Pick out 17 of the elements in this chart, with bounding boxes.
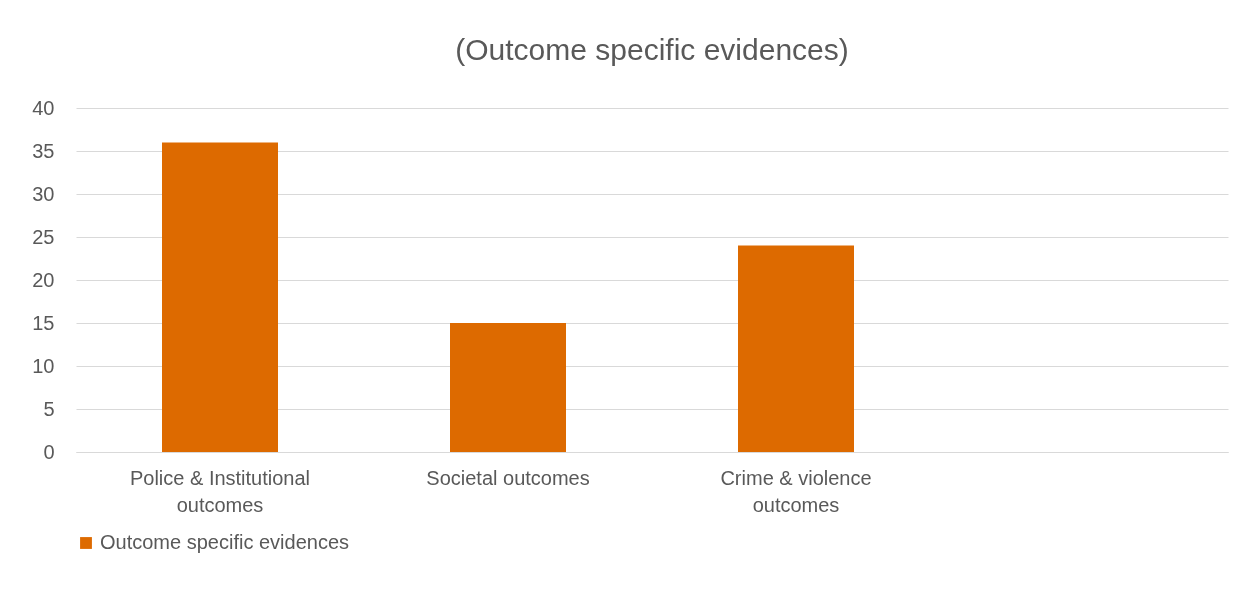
y-tick-label: 35	[32, 139, 55, 162]
x-tick-label: Societal outcomes	[426, 466, 590, 489]
x-tick-label: Police & Institutional outcomes	[129, 466, 311, 516]
bar	[738, 245, 854, 452]
legend-label: Outcome specific evidences	[100, 531, 350, 553]
y-tick-label: 0	[43, 440, 55, 463]
y-tick-label: 10	[32, 354, 55, 377]
y-tick-label: 40	[32, 96, 55, 119]
y-tick-label: 30	[32, 182, 55, 205]
y-tick-label: 20	[32, 268, 55, 291]
y-tick-label: 5	[43, 397, 55, 420]
y-tick-label: 25	[32, 225, 55, 248]
bar	[162, 142, 278, 452]
x-tick-label: Crime & violence outcomes	[720, 466, 872, 516]
y-tick-label: 15	[32, 311, 55, 334]
chart-title: (Outcome specific evidences)	[455, 33, 849, 66]
bar	[450, 323, 566, 452]
